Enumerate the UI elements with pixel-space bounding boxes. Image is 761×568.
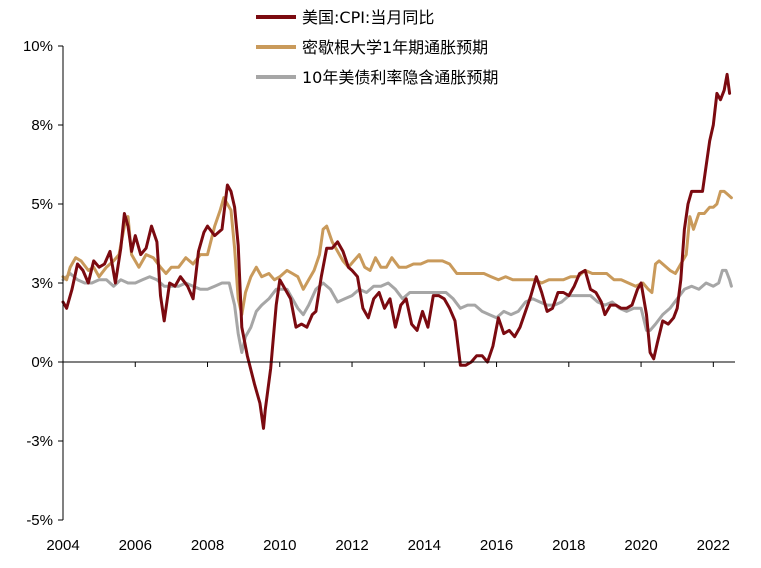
x-tick-label-2022: 2022 [697, 537, 730, 554]
legend-label-cpi-yoy: 美国:CPI:当月同比 [302, 8, 434, 27]
y-tick-label-0pct: 0% [31, 354, 53, 371]
x-tick-label-2018: 2018 [552, 537, 585, 554]
cpi-yoy-line [61, 72, 732, 430]
x-tick-label-2020: 2020 [624, 537, 657, 554]
x-tick-label-2006: 2006 [119, 537, 152, 554]
legend-label-breakeven-10y: 10年美债利率隐含通胀预期 [302, 68, 498, 87]
y-tick-label-neg5pct: -5% [26, 512, 53, 529]
y-axis-ticks: 10% 8% 5% 3% 0% -3% -5% [23, 38, 63, 529]
x-tick-label-2008: 2008 [191, 537, 224, 554]
y-tick-label-3pct: 3% [31, 275, 53, 292]
y-tick-label-5pct: 5% [31, 196, 53, 213]
breakeven-10y-line [61, 268, 733, 354]
x-tick-label-2010: 2010 [263, 537, 296, 554]
x-tick-label-2016: 2016 [480, 537, 513, 554]
michigan-expectation-line [61, 189, 733, 317]
legend-label-michigan-expectation: 密歇根大学1年期通胀预期 [302, 38, 488, 57]
series-layer [61, 72, 733, 430]
x-axis-ticks: 2004 2006 2008 2010 2012 2014 2016 2018 2020 2022 [46, 362, 730, 554]
x-tick-label-2012: 2012 [335, 537, 368, 554]
y-tick-label-8pct: 8% [31, 117, 53, 134]
x-tick-label-2004: 2004 [46, 537, 79, 554]
x-tick-label-2014: 2014 [408, 537, 441, 554]
y-tick-label-neg3pct: -3% [26, 433, 53, 450]
y-tick-label-10pct: 10% [23, 38, 53, 55]
